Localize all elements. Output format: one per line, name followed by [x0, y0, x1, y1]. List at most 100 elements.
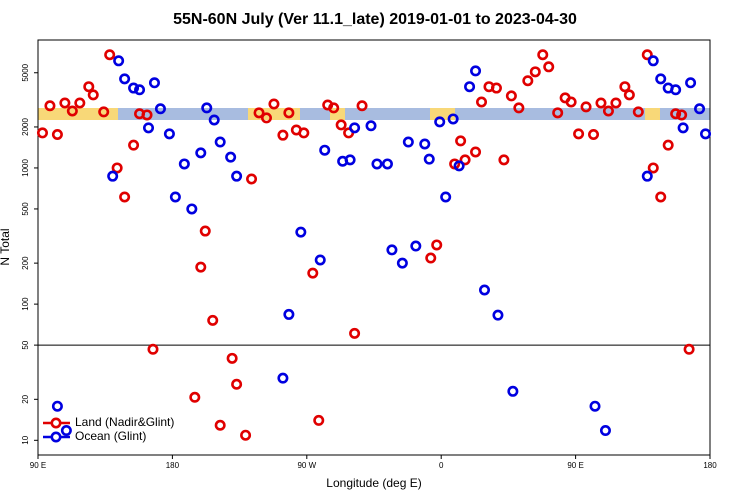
point: [381, 158, 393, 170]
point: [277, 129, 289, 141]
point: [677, 122, 689, 134]
point: [589, 400, 601, 412]
point: [685, 77, 697, 89]
point: [602, 105, 614, 117]
point: [700, 128, 712, 140]
point: [87, 89, 99, 101]
x-axis-label: Longitude (deg E): [326, 476, 421, 490]
point: [434, 116, 446, 128]
point: [694, 103, 706, 115]
point: [676, 109, 688, 121]
point: [295, 226, 307, 238]
point: [573, 128, 585, 140]
point: [490, 82, 502, 94]
point: [623, 89, 635, 101]
point: [349, 122, 361, 134]
x-tick-label: 180: [703, 461, 717, 470]
point: [619, 81, 631, 93]
point: [464, 81, 476, 93]
point: [195, 261, 207, 273]
point: [662, 139, 674, 151]
point: [154, 103, 166, 115]
point: [565, 96, 577, 108]
point: [113, 55, 125, 67]
point: [51, 400, 63, 412]
point: [214, 136, 226, 148]
point: [505, 90, 517, 102]
point: [356, 100, 368, 112]
point: [225, 151, 237, 163]
point: [595, 97, 607, 109]
point: [231, 378, 243, 390]
point: [431, 239, 443, 251]
legend-marker: [50, 431, 62, 443]
point: [268, 98, 280, 110]
point: [641, 170, 653, 182]
point: [610, 97, 622, 109]
y-tick-label: 200: [21, 256, 30, 270]
point: [141, 109, 153, 121]
point: [447, 113, 459, 125]
point: [440, 191, 452, 203]
point: [128, 139, 140, 151]
point: [580, 101, 592, 113]
point: [246, 173, 258, 185]
point: [195, 147, 207, 159]
point: [470, 146, 482, 158]
point: [178, 158, 190, 170]
point: [51, 129, 63, 141]
point: [313, 414, 325, 426]
point: [201, 102, 213, 114]
point: [163, 128, 175, 140]
y-axis-label: N Total: [0, 228, 12, 265]
point: [647, 162, 659, 174]
point: [283, 308, 295, 320]
plot-frame: [37, 39, 711, 456]
point: [119, 191, 131, 203]
point: [74, 97, 86, 109]
point: [143, 122, 155, 134]
y-tick-label: 50: [21, 340, 30, 349]
point: [470, 65, 482, 77]
point: [328, 102, 340, 114]
point: [479, 284, 491, 296]
y-tick-label: 2000: [21, 118, 30, 136]
point: [655, 191, 667, 203]
point: [552, 107, 564, 119]
y-tick-label: 5000: [21, 63, 30, 81]
point: [459, 154, 471, 166]
point: [423, 153, 435, 165]
point: [169, 191, 181, 203]
point: [655, 73, 667, 85]
x-tick-label: 0: [439, 461, 444, 470]
point: [683, 343, 695, 355]
point: [670, 108, 682, 120]
point: [307, 267, 319, 279]
point: [277, 372, 289, 384]
point: [208, 114, 220, 126]
point: [134, 84, 146, 96]
x-tick-label: 90 E: [30, 461, 46, 470]
point: [298, 127, 310, 139]
point: [529, 66, 541, 78]
point: [507, 385, 519, 397]
point: [386, 244, 398, 256]
point: [455, 135, 467, 147]
point: [186, 203, 198, 215]
point: [36, 127, 48, 139]
point: [60, 425, 72, 437]
point: [189, 391, 201, 403]
point: [98, 106, 110, 118]
point: [599, 425, 611, 437]
point: [111, 162, 123, 174]
point: [147, 343, 159, 355]
point: [402, 136, 414, 148]
point: [107, 170, 119, 182]
y-tick-label: 100: [21, 297, 30, 311]
point: [522, 75, 534, 87]
chart-title: 55N-60N July (Ver 11.1_late) 2019-01-01 …: [173, 11, 577, 28]
point: [349, 327, 361, 339]
legend-label: Ocean (Glint): [75, 429, 146, 443]
point: [396, 257, 408, 269]
legend-label: Land (Nadir&Glint): [75, 415, 174, 429]
